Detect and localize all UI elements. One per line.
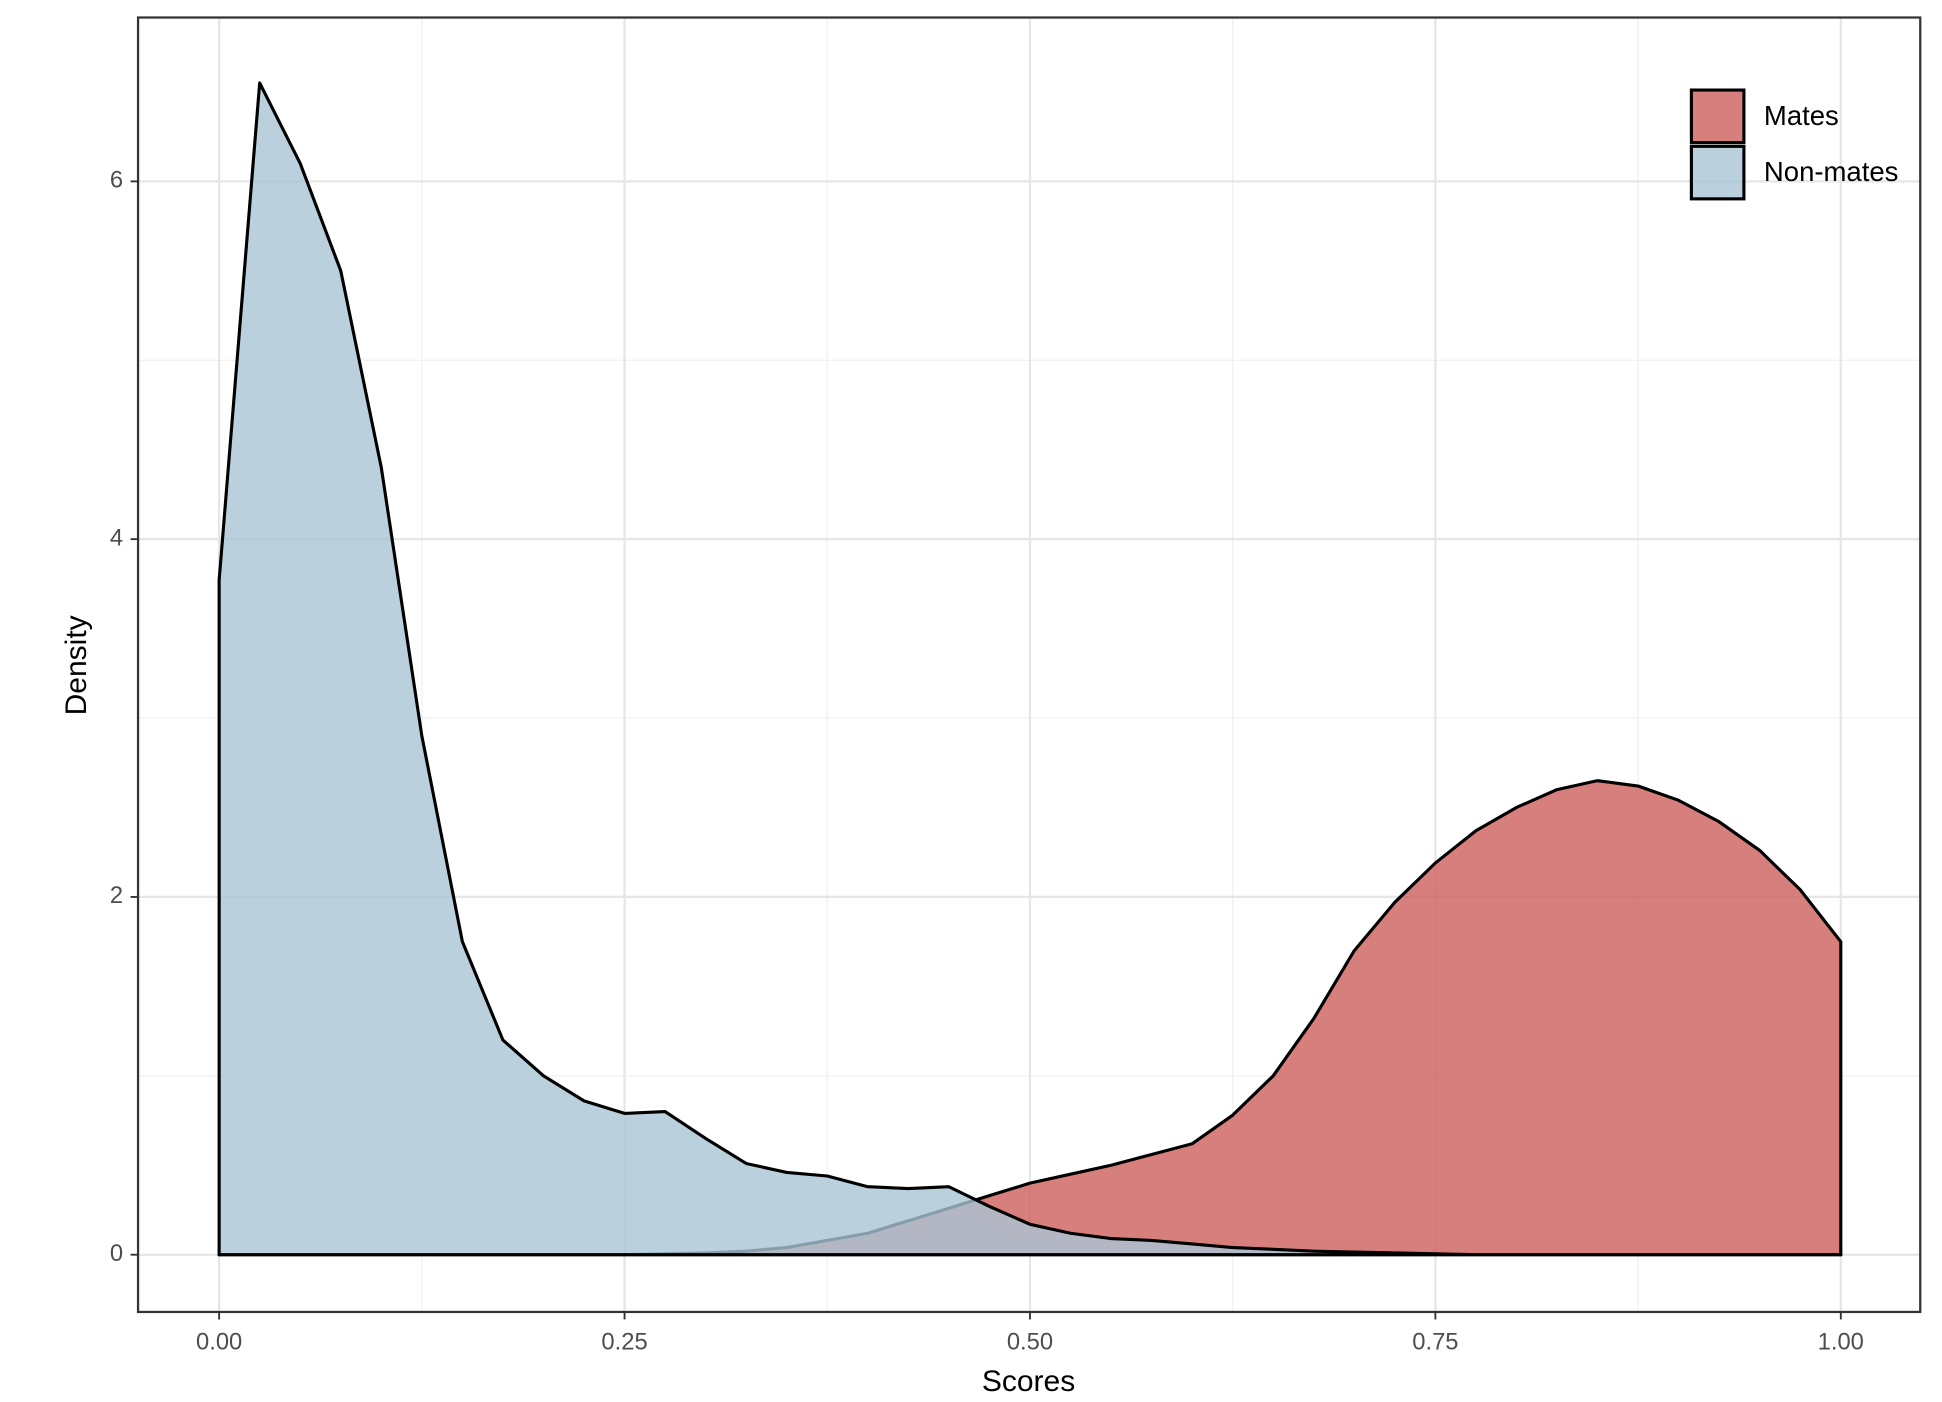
legend-label: Mates bbox=[1764, 100, 1839, 131]
legend-swatch bbox=[1689, 88, 1746, 145]
x-tick-label: 0.00 bbox=[196, 1328, 242, 1355]
y-axis-title: Density bbox=[60, 615, 93, 715]
legend-swatch bbox=[1689, 144, 1746, 201]
x-tick-label: 0.50 bbox=[1007, 1328, 1053, 1355]
y-tick-label: 6 bbox=[110, 167, 123, 194]
legend-label: Non-mates bbox=[1764, 156, 1899, 187]
y-tick-label: 4 bbox=[110, 524, 123, 551]
y-tick-label: 0 bbox=[110, 1240, 123, 1267]
density-area bbox=[217, 81, 1843, 1257]
x-tick-label: 0.25 bbox=[601, 1328, 647, 1355]
y-tick-label: 2 bbox=[110, 882, 123, 909]
x-tick-label: 0.75 bbox=[1412, 1328, 1458, 1355]
x-tick-label: 1.00 bbox=[1818, 1328, 1864, 1355]
plot-border bbox=[136, 16, 1922, 1314]
x-axis-title: Scores bbox=[982, 1365, 1075, 1398]
